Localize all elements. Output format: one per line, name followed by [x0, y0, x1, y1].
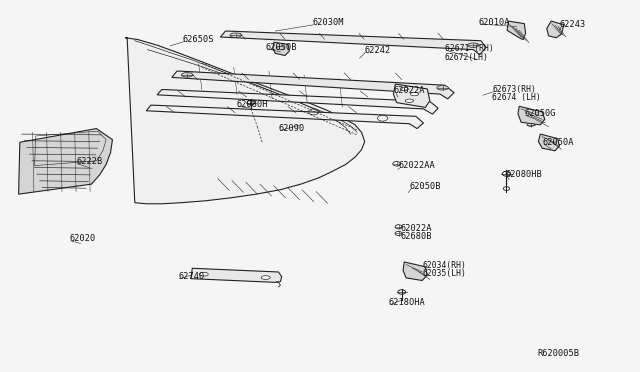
Text: 62080H: 62080H — [237, 100, 269, 109]
Text: 62090: 62090 — [278, 124, 305, 133]
Text: 62673(RH): 62673(RH) — [492, 85, 536, 94]
Polygon shape — [547, 21, 564, 38]
Ellipse shape — [400, 87, 408, 90]
Ellipse shape — [199, 272, 208, 276]
Text: 62022A: 62022A — [401, 224, 432, 233]
Text: 62010A: 62010A — [478, 19, 510, 28]
Ellipse shape — [395, 231, 402, 235]
Text: R620005B: R620005B — [537, 349, 579, 358]
Text: 62030M: 62030M — [312, 19, 344, 28]
Ellipse shape — [230, 33, 241, 37]
Ellipse shape — [527, 124, 534, 126]
Text: 62243: 62243 — [559, 20, 586, 29]
Ellipse shape — [393, 161, 401, 166]
Polygon shape — [403, 262, 428, 280]
Text: 62035(LH): 62035(LH) — [422, 269, 466, 278]
Polygon shape — [273, 42, 289, 55]
Polygon shape — [220, 31, 486, 55]
Polygon shape — [125, 38, 365, 204]
Text: 62080HB: 62080HB — [505, 170, 542, 179]
Ellipse shape — [410, 92, 419, 96]
Polygon shape — [191, 268, 282, 282]
Polygon shape — [538, 134, 559, 151]
Text: 62671 (RH): 62671 (RH) — [445, 44, 493, 53]
Polygon shape — [147, 105, 424, 129]
Text: 62022AA: 62022AA — [399, 161, 435, 170]
Text: 62650S: 62650S — [182, 35, 214, 44]
Text: 62022A: 62022A — [394, 86, 425, 95]
Text: 6222B: 6222B — [76, 157, 102, 166]
Polygon shape — [507, 21, 525, 39]
Text: 62680B: 62680B — [401, 232, 432, 241]
Polygon shape — [518, 106, 545, 125]
Ellipse shape — [398, 290, 406, 294]
Ellipse shape — [405, 99, 413, 102]
Text: 62674 (LH): 62674 (LH) — [492, 93, 541, 102]
Ellipse shape — [502, 171, 511, 176]
Text: 62050A: 62050A — [542, 138, 573, 147]
Text: 62050B: 62050B — [266, 42, 297, 51]
Ellipse shape — [261, 276, 270, 279]
Polygon shape — [394, 84, 430, 108]
Ellipse shape — [276, 46, 284, 50]
Text: 62740: 62740 — [178, 272, 204, 281]
Text: 62672(LH): 62672(LH) — [445, 52, 488, 61]
Polygon shape — [157, 90, 438, 114]
Text: 62050G: 62050G — [524, 109, 556, 118]
Text: 62034(RH): 62034(RH) — [422, 261, 466, 270]
Ellipse shape — [181, 73, 193, 77]
Text: 62020: 62020 — [70, 234, 96, 243]
Text: 6218OHA: 6218OHA — [389, 298, 426, 307]
Text: 62050B: 62050B — [410, 182, 441, 191]
Polygon shape — [19, 129, 113, 194]
Ellipse shape — [437, 86, 449, 90]
Polygon shape — [172, 71, 454, 99]
Ellipse shape — [467, 43, 479, 47]
Text: 62242: 62242 — [365, 46, 391, 55]
Ellipse shape — [503, 187, 509, 190]
Ellipse shape — [395, 225, 402, 229]
Ellipse shape — [247, 100, 255, 105]
